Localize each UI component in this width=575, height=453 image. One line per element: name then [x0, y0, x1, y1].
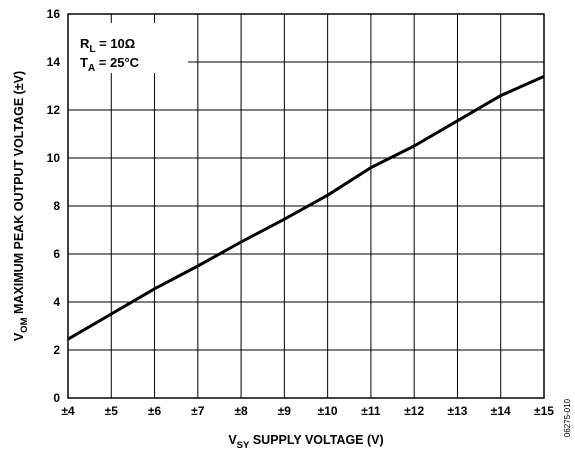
x-tick-label: ±10: [318, 404, 338, 418]
x-axis-label: VSY SUPPLY VOLTAGE (V): [228, 433, 383, 451]
x-tick-label: ±7: [191, 404, 205, 418]
y-tick-label: 10: [47, 151, 61, 165]
x-tick-label: ±6: [148, 404, 162, 418]
annotation-rl: RL = 10Ω: [80, 36, 135, 55]
y-tick-label: 8: [53, 199, 60, 213]
x-tick-label: ±9: [278, 404, 292, 418]
y-tick-label: 16: [47, 7, 61, 21]
y-tick-label: 4: [53, 295, 60, 309]
y-tick-label: 2: [53, 343, 60, 357]
plot-frame: [67, 13, 545, 399]
x-tick-label: ±15: [534, 404, 554, 418]
x-tick-label: ±13: [447, 404, 467, 418]
annotation-ta: TA = 25°C: [80, 55, 140, 74]
y-tick-label: 12: [47, 103, 61, 117]
y-tick-label: 6: [53, 247, 60, 261]
x-tick-label: ±12: [404, 404, 424, 418]
x-tick-label: ±4: [61, 404, 75, 418]
x-tick-label: ±8: [234, 404, 248, 418]
annotation-box: [67, 23, 188, 73]
figure-id: 06275-010: [563, 398, 572, 437]
series-line-0: [67, 75, 545, 341]
x-tick-label: ±11: [361, 404, 381, 418]
tick-labels: ±4 ±5 ±6 ±7 ±8 ±9 ±10 ±11 ±12 ±13 ±14 ±15 0 2 4 6 8 10 12 1…: [47, 7, 555, 418]
y-tick-label: 0: [53, 391, 60, 405]
x-tick-label: ±5: [105, 404, 119, 418]
y-axis-label: VOM MAXIMUM PEAK OUTPUT VOLTAGE (±V): [12, 71, 30, 341]
series-layer: [67, 75, 545, 341]
y-tick-label: 14: [47, 55, 61, 69]
x-tick-label: ±14: [491, 404, 511, 418]
